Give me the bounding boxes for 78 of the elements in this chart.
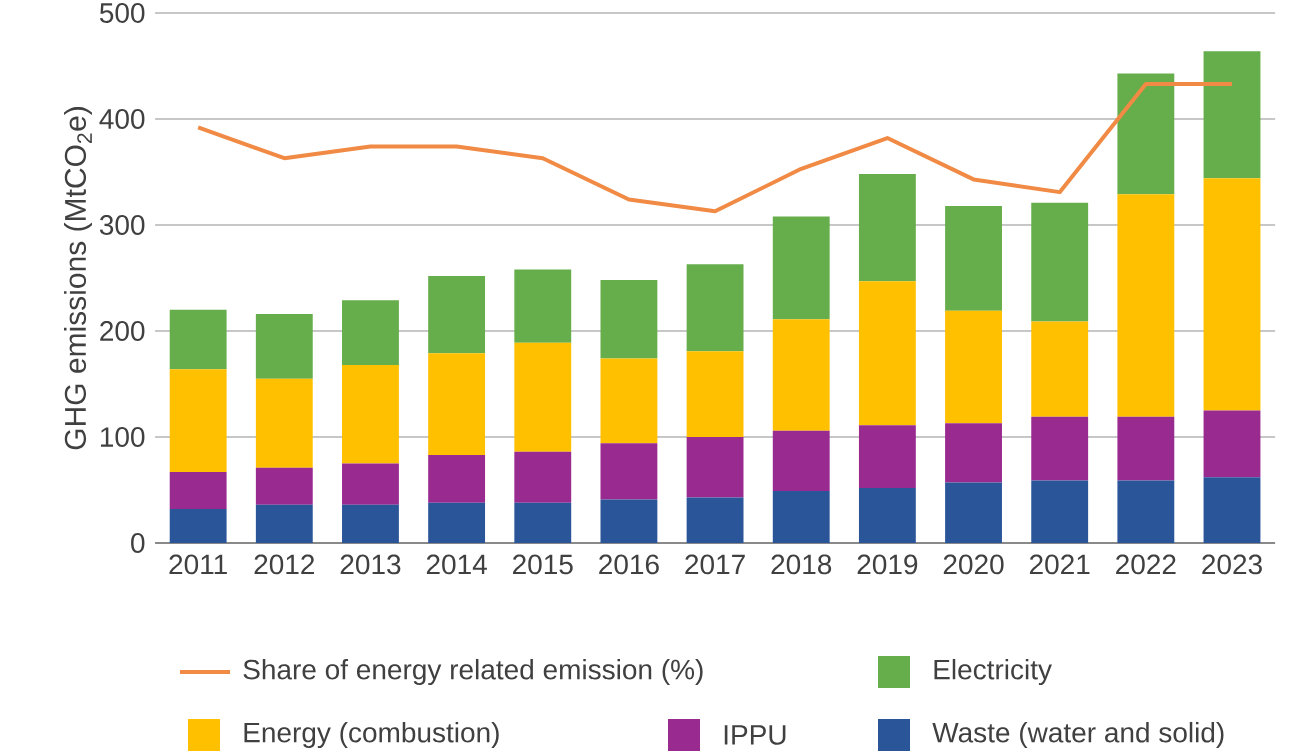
bar bbox=[1031, 416, 1089, 481]
bar bbox=[600, 358, 658, 444]
x-tick-label: 2012 bbox=[254, 554, 315, 575]
bar bbox=[514, 451, 572, 503]
y-axis-title: GHG emissions (MtCO$_{2}$e) bbox=[64, 107, 92, 450]
y-tick-label: 400 bbox=[99, 109, 145, 129]
y-tick-label: 500 bbox=[99, 3, 145, 23]
bar bbox=[945, 310, 1002, 424]
bar bbox=[858, 281, 916, 426]
bar bbox=[858, 425, 916, 488]
legend-label: Share of energy related emission (%) bbox=[243, 658, 703, 686]
x-tick-label: 2019 bbox=[857, 554, 918, 575]
bar bbox=[945, 205, 1002, 311]
bar bbox=[169, 369, 227, 472]
bar bbox=[428, 353, 486, 456]
y-tick-label: 0 bbox=[131, 533, 145, 553]
bar bbox=[514, 342, 572, 452]
bar bbox=[1117, 73, 1175, 195]
line-series bbox=[196, 82, 1234, 214]
bar bbox=[945, 482, 1002, 543]
bar bbox=[342, 463, 399, 505]
x-tick-label: 2023 bbox=[1202, 554, 1262, 575]
legend-label: Energy (combustion) bbox=[244, 721, 499, 749]
bar bbox=[514, 502, 572, 543]
bar bbox=[858, 487, 916, 543]
bar bbox=[945, 423, 1002, 483]
x-tick-label: 2014 bbox=[426, 554, 487, 575]
x-tick-label: 2013 bbox=[340, 554, 401, 575]
bar bbox=[1203, 51, 1261, 179]
bar bbox=[255, 314, 313, 379]
bar bbox=[686, 497, 744, 543]
bar bbox=[428, 275, 486, 354]
x-tick-label: 2011 bbox=[169, 554, 227, 575]
bar bbox=[858, 174, 916, 282]
x-tick-label: 2021 bbox=[1029, 554, 1090, 575]
bar bbox=[1031, 321, 1089, 417]
bar bbox=[514, 269, 572, 343]
legend-label: IPPU bbox=[724, 725, 786, 745]
bar bbox=[342, 504, 399, 543]
bar bbox=[255, 378, 313, 468]
bar bbox=[255, 467, 313, 505]
bar bbox=[342, 364, 399, 464]
bar bbox=[686, 351, 744, 437]
bar bbox=[1117, 416, 1175, 481]
x-tick-label: 2015 bbox=[513, 554, 573, 575]
legend-label: Electricity bbox=[934, 658, 1052, 686]
bar bbox=[1203, 477, 1261, 543]
x-tick-label: 2020 bbox=[943, 554, 1004, 575]
bar bbox=[428, 455, 486, 503]
y-tick-label: 100 bbox=[100, 427, 145, 447]
bar bbox=[772, 491, 830, 543]
bar bbox=[686, 437, 744, 498]
bar bbox=[169, 509, 227, 543]
legend-label: Waste (water and solid) bbox=[932, 721, 1224, 749]
bar bbox=[772, 319, 830, 431]
bar bbox=[428, 502, 486, 543]
x-tick-label: 2022 bbox=[1116, 554, 1176, 575]
bar bbox=[1031, 480, 1089, 543]
bar bbox=[1203, 178, 1261, 411]
x-tick-label: 2016 bbox=[599, 554, 659, 575]
bar bbox=[169, 471, 227, 510]
x-tick-label: 2017 bbox=[685, 554, 745, 575]
bar bbox=[600, 443, 658, 500]
bar bbox=[600, 280, 658, 359]
y-tick-label: 200 bbox=[100, 321, 145, 341]
y-tick-label: 300 bbox=[99, 215, 145, 235]
bar bbox=[1117, 194, 1175, 417]
bar bbox=[255, 504, 313, 543]
bar bbox=[772, 216, 830, 320]
bar bbox=[1117, 480, 1175, 543]
bar bbox=[342, 300, 399, 365]
bar bbox=[600, 499, 658, 543]
bar bbox=[772, 430, 830, 492]
bar bbox=[686, 264, 744, 352]
bar bbox=[1031, 202, 1089, 322]
bar bbox=[169, 309, 227, 370]
bar bbox=[1203, 410, 1261, 478]
x-tick-label: 2018 bbox=[771, 554, 832, 575]
